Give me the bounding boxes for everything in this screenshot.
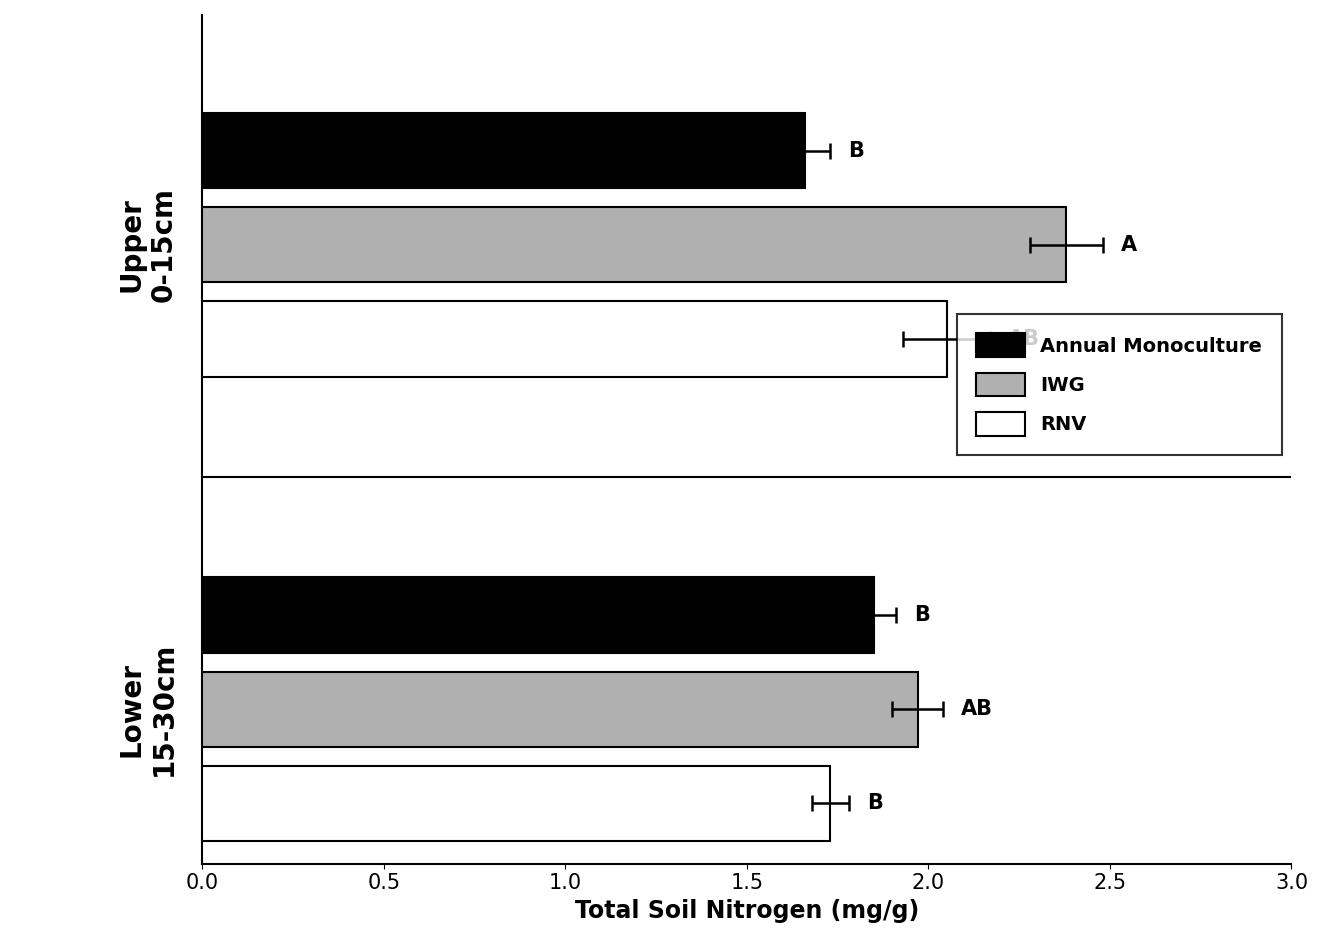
Bar xyxy=(202,765,831,841)
Bar xyxy=(202,672,918,747)
Text: AB: AB xyxy=(960,700,994,719)
Text: B: B xyxy=(914,605,930,625)
Text: B: B xyxy=(848,141,864,160)
Text: AB: AB xyxy=(1008,329,1040,349)
Bar xyxy=(202,113,804,189)
Legend: Annual Monoculture, IWG, RNV: Annual Monoculture, IWG, RNV xyxy=(957,314,1282,455)
Bar xyxy=(202,301,946,376)
Bar xyxy=(202,578,875,653)
X-axis label: Total Soil Nitrogen (mg/g): Total Soil Nitrogen (mg/g) xyxy=(574,899,919,923)
Text: Lower
15-30cm: Lower 15-30cm xyxy=(118,643,179,777)
Text: A: A xyxy=(1121,234,1136,255)
Text: Upper
0-15cm: Upper 0-15cm xyxy=(118,188,179,302)
Bar xyxy=(202,207,1066,282)
Text: B: B xyxy=(867,794,882,813)
